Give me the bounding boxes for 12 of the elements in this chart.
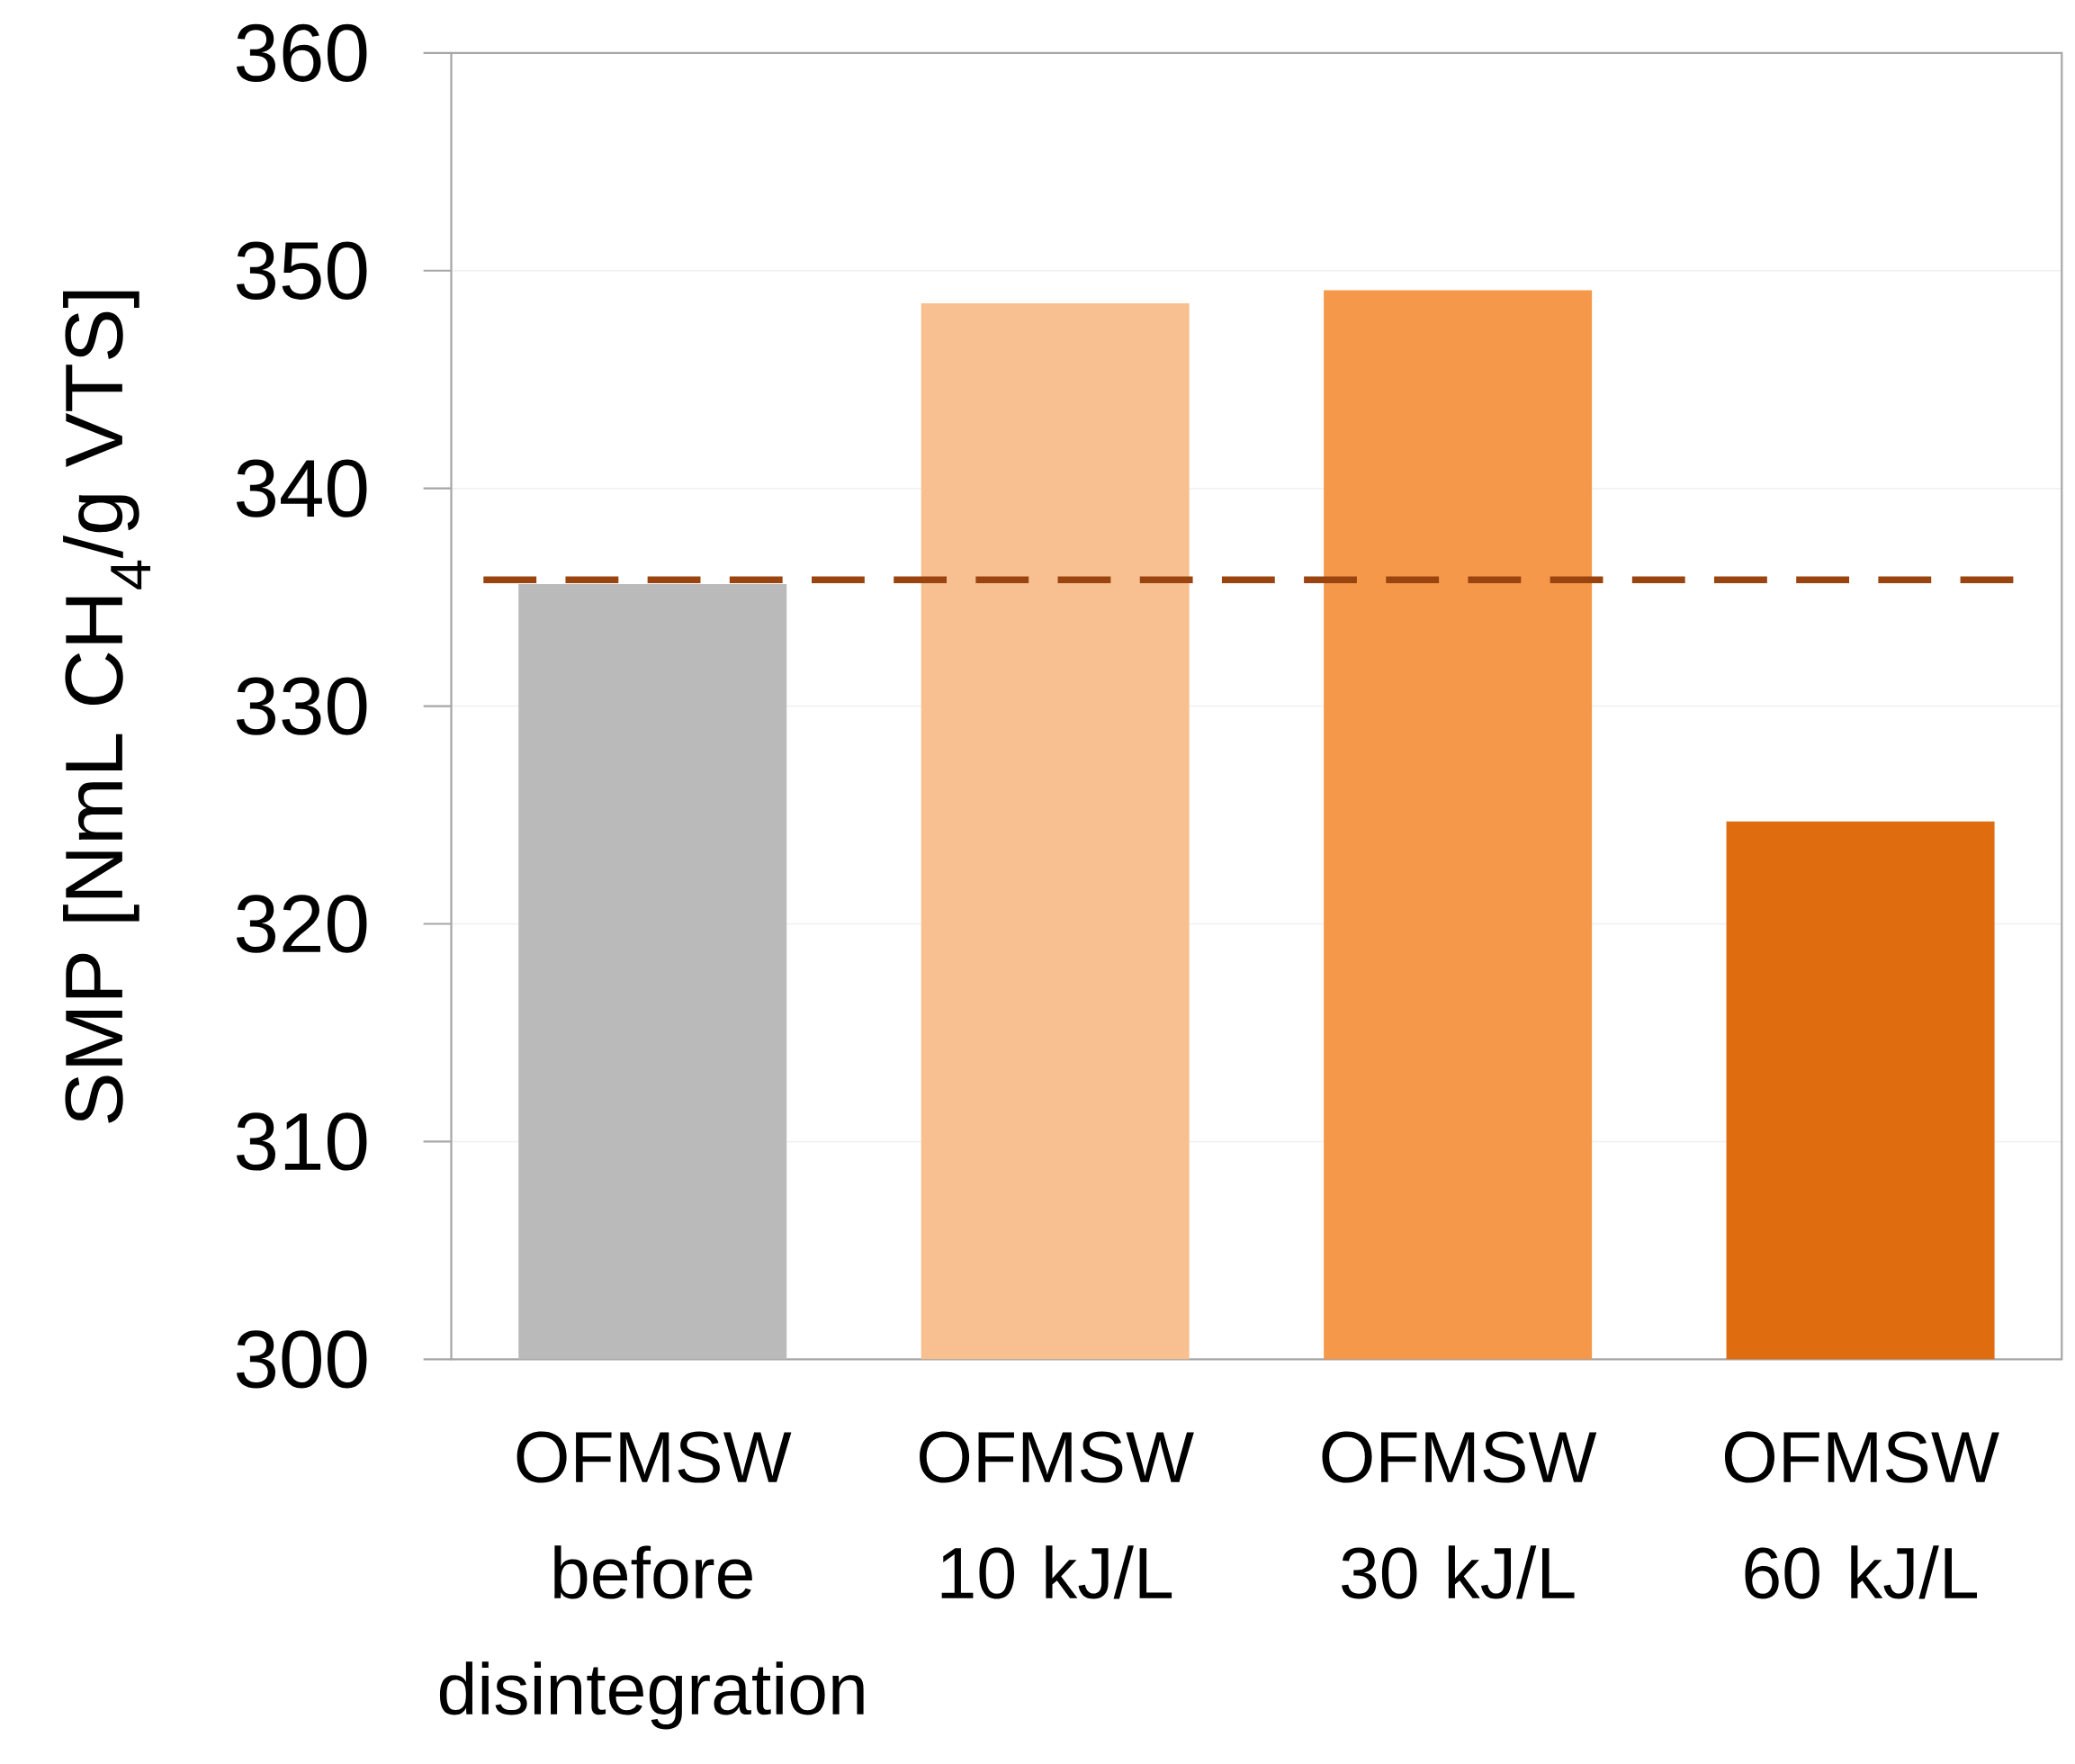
y-tick-label: 320: [236, 895, 367, 953]
y-tick-label: 310: [236, 1112, 367, 1171]
y-tick-label: 350: [236, 241, 367, 300]
y-axis-title: SMP [NmL CH$_{4}$/g VTS]: [63, 291, 151, 1123]
y-tick-label: 360: [236, 23, 367, 82]
y-tick-label: 340: [236, 459, 367, 518]
x-tick-label: OFMSW 60 kJ/L: [1724, 1431, 1999, 1599]
y-tick-label: 300: [236, 1330, 367, 1389]
x-tick-label: OFMSW 30 kJ/L: [1322, 1431, 1597, 1599]
y-tick-label: 330: [236, 677, 367, 735]
x-tick-label: OFMSW 10 kJ/L: [920, 1431, 1194, 1599]
x-tick-label: OFMSW before disintegration: [439, 1431, 864, 1730]
